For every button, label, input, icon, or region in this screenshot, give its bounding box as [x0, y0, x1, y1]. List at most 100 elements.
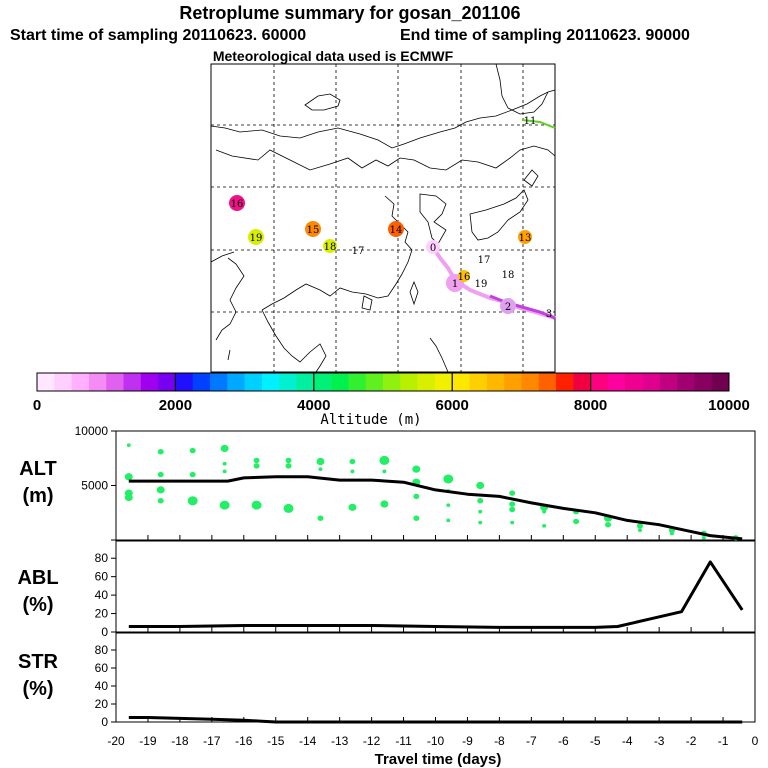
panel-frame	[115, 632, 756, 723]
colorbar-cell	[123, 373, 142, 391]
colorbar-cell	[434, 373, 453, 391]
y-tick-label: 60	[95, 570, 109, 584]
time-series-panels: 5000 10000 ALT (m) 0 20 40 60 80 ABL (%) 0 20 40 60 80 S…	[17, 424, 758, 768]
x-tick-label: -8	[494, 734, 505, 748]
particle-point	[219, 500, 230, 510]
trajectory-path-far	[489, 294, 556, 320]
trajectory-day-label: 0	[430, 243, 436, 254]
particle-point	[477, 498, 484, 504]
y-tick-label: 10000	[75, 424, 109, 438]
particle-point	[187, 496, 198, 506]
trajectory-day-label: 16	[458, 272, 471, 283]
particle-point	[509, 501, 516, 507]
particle-point	[316, 457, 325, 466]
x-tick-label: -13	[331, 734, 349, 748]
colorbar-cell	[348, 373, 366, 391]
colorbar-tick-labels: 0 2000 4000 6000 8000 10000	[33, 397, 750, 414]
particle-point	[573, 518, 580, 525]
x-tick-label: -3	[654, 734, 665, 748]
particle-point	[446, 503, 451, 507]
colorbar-cell	[469, 373, 488, 391]
particle-point	[251, 500, 262, 510]
colorbar-cell	[37, 373, 55, 391]
colorbar-cell	[486, 373, 505, 391]
x-tick-label: -11	[395, 734, 412, 748]
particle-point	[443, 474, 454, 484]
trajectory-day-label: 2	[505, 302, 511, 313]
colorbar-cell	[677, 373, 695, 391]
trajectory-day-label: 14	[390, 225, 403, 236]
particle-point	[126, 443, 131, 447]
map-frame	[210, 63, 556, 373]
colorbar-cell	[538, 373, 557, 391]
y-tick-label: 20	[95, 697, 109, 711]
panel-alt: 5000 10000 ALT (m)	[19, 424, 756, 541]
trajectory-day-label: 13	[519, 233, 532, 244]
particle-point	[124, 489, 133, 497]
colorbar-cell	[279, 373, 297, 391]
colorbar-cell	[711, 373, 730, 391]
trajectory-day-label: 15	[307, 225, 320, 236]
colorbar-tick-label: 0	[33, 397, 41, 414]
particle-point	[542, 509, 547, 514]
x-tick-label: -1	[718, 734, 729, 748]
figure-title: Retroplume summary for gosan_201106	[179, 3, 520, 23]
colorbar-cell	[210, 373, 228, 391]
colorbar-tick-label: 10000	[708, 397, 750, 414]
trajectory-marker	[388, 221, 404, 237]
trajectory-day-label: 18	[502, 270, 515, 281]
trajectory-day-label: 3	[546, 309, 552, 320]
trajectory-marker	[248, 229, 264, 245]
y-tick-label: 5000	[81, 479, 108, 493]
series-line-abl	[128, 560, 744, 629]
x-tick-label: -20	[107, 734, 125, 748]
particle-point	[189, 447, 196, 454]
particle-point	[478, 520, 483, 525]
y-tick-label: 0	[101, 715, 108, 729]
particle-point	[253, 463, 260, 469]
particle-point	[285, 463, 292, 469]
trajectory-day-label: 19	[475, 279, 488, 290]
trajectory-marker	[518, 230, 532, 244]
colorbar-cell	[556, 373, 574, 391]
x-axis-title: Travel time (days)	[375, 751, 502, 768]
colorbar-frame	[36, 372, 730, 392]
start-time-label: Start time of sampling 20110623. 60000	[10, 27, 306, 44]
particle-point	[509, 506, 516, 513]
trajectory-day-label: 17	[352, 246, 365, 257]
colorbar-cell	[504, 373, 522, 391]
particle-point	[380, 500, 389, 508]
x-tick-label: -18	[171, 734, 189, 748]
colorbar-cell	[227, 373, 245, 391]
particle-point	[157, 449, 164, 455]
trajectory-marker	[458, 270, 470, 282]
colorbar-cell	[71, 373, 90, 391]
trajectory-day-label: 17	[478, 255, 491, 266]
y-tick-label: 80	[95, 551, 109, 565]
particle-point	[350, 469, 355, 474]
x-tick-label: -5	[590, 734, 601, 748]
particle-point	[509, 490, 516, 496]
x-tick-label: -2	[686, 734, 697, 748]
particle-point	[669, 531, 674, 536]
panel-ylabel: STR	[18, 651, 59, 673]
y-tick-label: 20	[95, 607, 109, 621]
x-tick-label: -19	[139, 734, 157, 748]
particle-point	[283, 503, 294, 513]
x-tick-label: 0	[752, 734, 759, 748]
colorbar-tick-label: 4000	[297, 397, 330, 414]
trajectory-marker	[323, 239, 337, 253]
particle-point	[413, 493, 420, 500]
colorbar-cell	[659, 373, 678, 391]
particle-point	[222, 469, 227, 474]
trajectory-map: 16 15 14 19 18 17 13 0 1 2 3 11 17 16 19 18	[210, 63, 556, 373]
particle-point	[701, 536, 706, 540]
panel-ylabel: (%)	[22, 678, 53, 700]
colorbar-cell	[625, 373, 643, 391]
panel-ylabel: ALT	[19, 458, 56, 480]
trajectory-path-north	[521, 119, 556, 129]
particle-point	[636, 523, 643, 529]
particle-point	[189, 471, 196, 478]
